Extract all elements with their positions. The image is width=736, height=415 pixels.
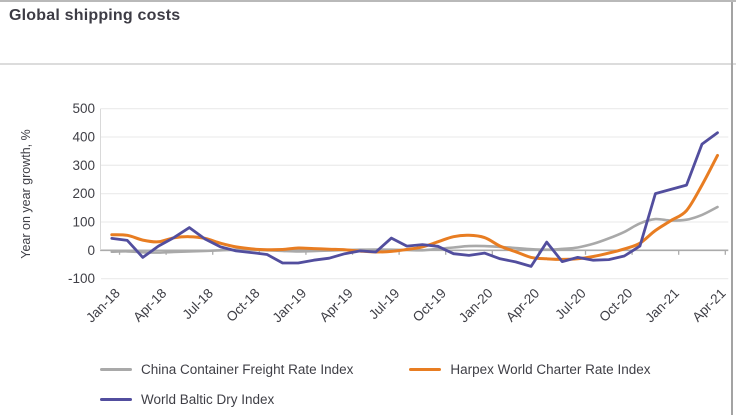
x-tick-label-Apr-19: Apr-19 xyxy=(317,286,356,325)
series-line-1 xyxy=(110,153,719,261)
y-tick-labels: -100 0 100 200 300 400 500 xyxy=(68,101,95,286)
series-lines xyxy=(110,131,719,268)
x-tick-label-Apr-18: Apr-18 xyxy=(130,286,169,325)
x-tick-label-Apr-21: Apr-21 xyxy=(689,286,728,325)
series-line-2 xyxy=(110,131,719,268)
legend-label-ccfi: China Container Freight Rate Index xyxy=(141,361,354,377)
y-axis-title: Year on year growth, % xyxy=(19,129,33,258)
x-tick-label-Apr-20: Apr-20 xyxy=(503,286,542,325)
y-tick-label-200: 200 xyxy=(72,186,95,201)
x-tick-label-Oct-19: Oct-19 xyxy=(410,286,449,325)
ccfi-line-swatch xyxy=(100,367,132,371)
x-tick-label-Oct-18: Oct-18 xyxy=(223,286,262,325)
legend-item-ccfi: China Container Freight Rate Index xyxy=(100,362,353,377)
legend-label-baltic: World Baltic Dry Index xyxy=(141,391,275,407)
legend-item-harpex: Harpex World Charter Rate Index xyxy=(409,362,650,377)
y-tick-label-300: 300 xyxy=(72,158,95,173)
y-tick-label-100: 100 xyxy=(72,214,95,229)
x-tick-label-Jan-20: Jan-20 xyxy=(456,286,496,326)
series-line-0 xyxy=(110,205,719,254)
gridlines xyxy=(101,107,729,280)
title-divider xyxy=(0,63,736,65)
legend-label-harpex: Harpex World Charter Rate Index xyxy=(450,361,651,377)
x-tick-label-Jul-19: Jul-19 xyxy=(366,286,403,323)
x-tick-label-Jan-18: Jan-18 xyxy=(83,286,123,326)
baltic-line-swatch xyxy=(100,397,132,401)
y-tick-label-0: 0 xyxy=(87,243,95,258)
y-tick-label-400: 400 xyxy=(72,129,95,144)
chart-title: Global shipping costs xyxy=(9,7,181,24)
legend: China Container Freight Rate Index Harpe… xyxy=(100,354,720,414)
legend-item-baltic: World Baltic Dry Index xyxy=(100,392,274,407)
y-tick-label--100: -100 xyxy=(68,271,95,286)
legend-row-1: China Container Freight Rate Index Harpe… xyxy=(100,354,720,384)
x-tick-label-Jan-19: Jan-19 xyxy=(269,286,309,326)
x-tick-label-Jul-18: Jul-18 xyxy=(179,286,216,323)
y-tick-label-500: 500 xyxy=(72,101,95,116)
x-tick-label-Jan-21: Jan-21 xyxy=(642,286,682,326)
window-right-border xyxy=(731,2,733,415)
legend-row-2: World Baltic Dry Index xyxy=(100,384,720,414)
x-axis xyxy=(100,108,729,255)
x-tick-label-Oct-20: Oct-20 xyxy=(596,286,635,325)
x-tick-labels: Jan-18 Apr-18 Jul-18 Oct-18 Jan-19 Apr-19 Jul-… xyxy=(83,286,729,326)
x-tick-label-Jul-20: Jul-20 xyxy=(552,286,589,323)
harpex-line-swatch xyxy=(409,367,442,371)
